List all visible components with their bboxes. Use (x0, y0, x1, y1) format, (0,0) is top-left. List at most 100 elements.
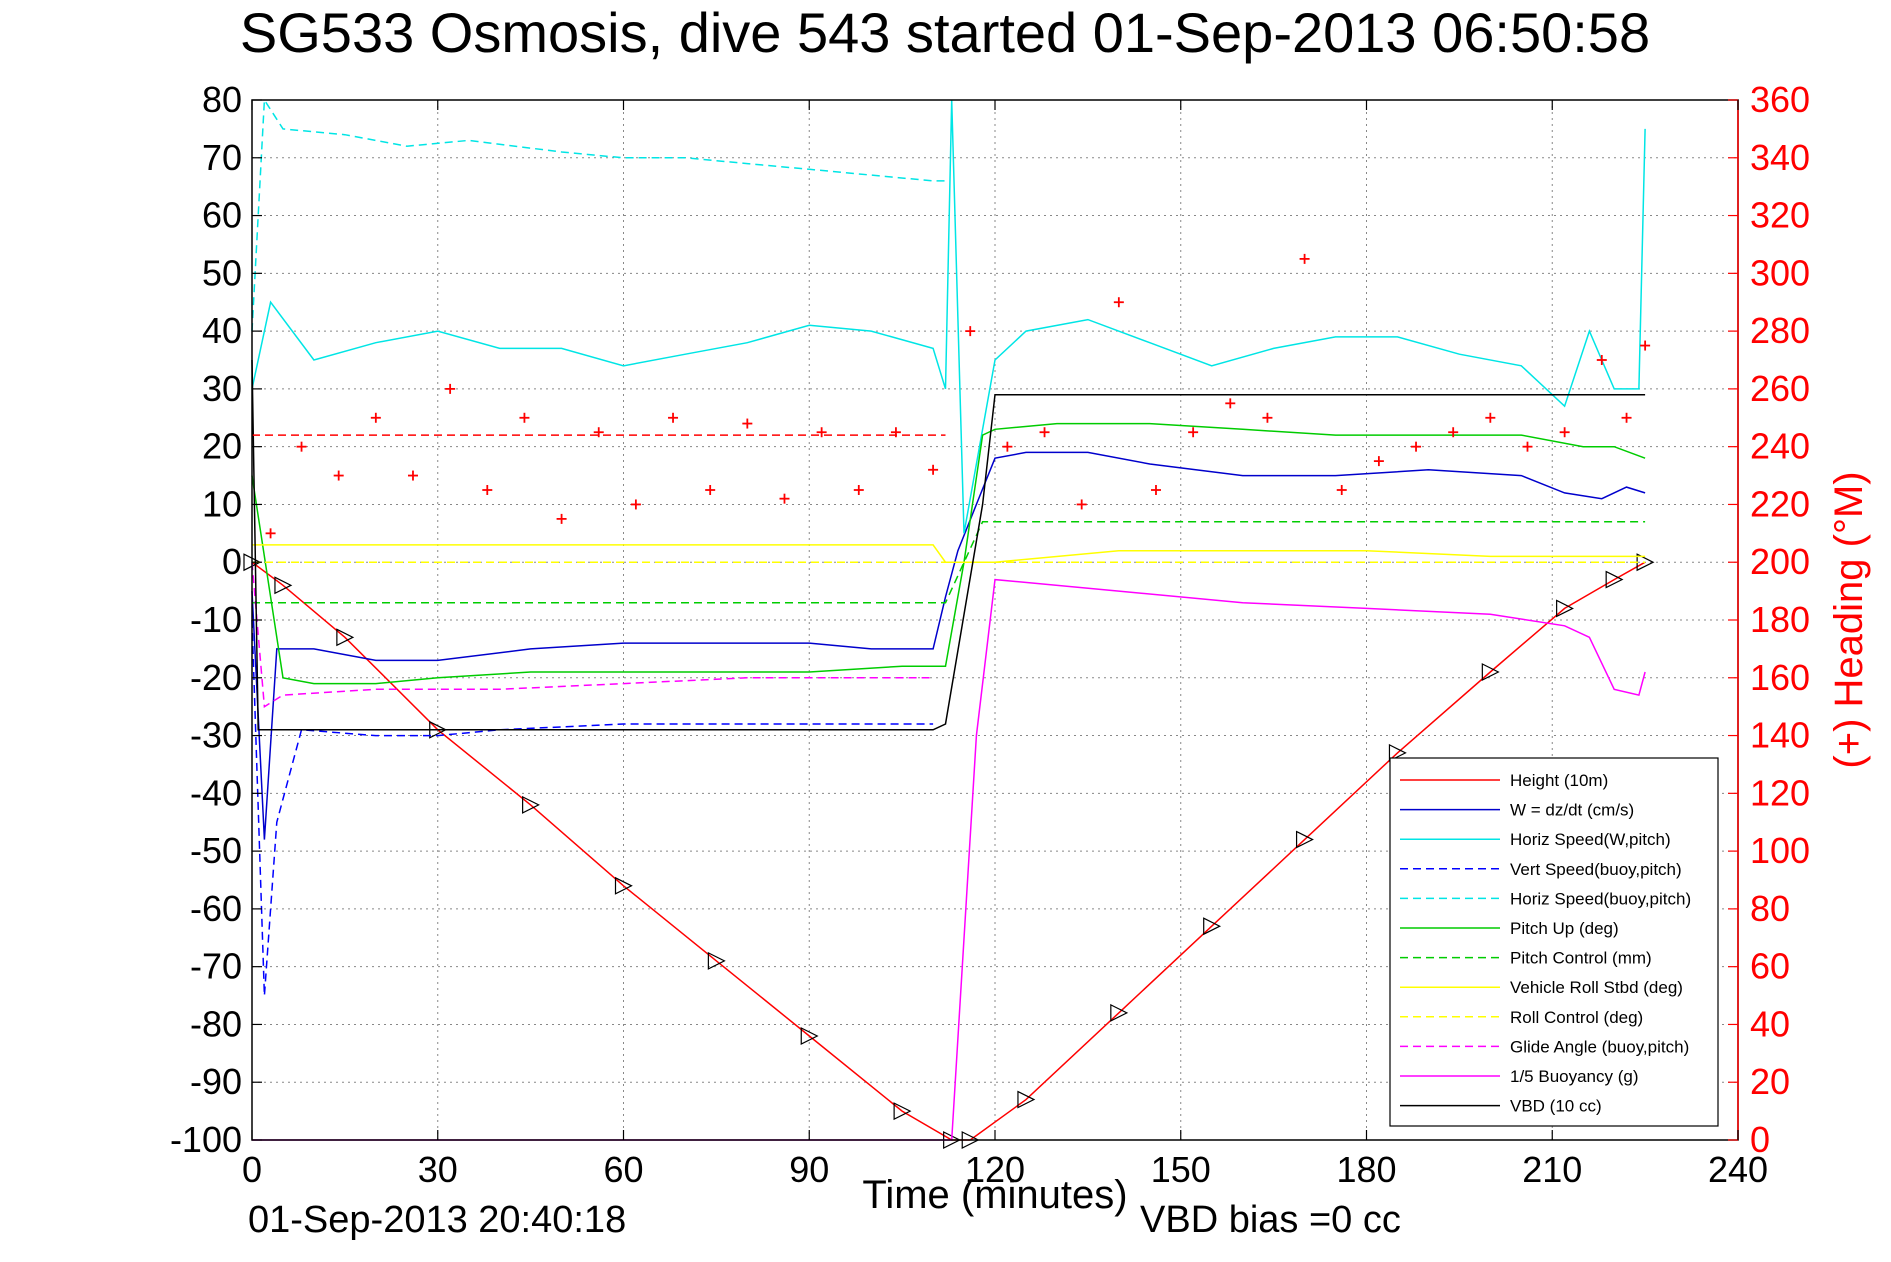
heading-marker (668, 412, 679, 423)
y-tick-label: -100 (170, 1119, 242, 1160)
heading-marker (407, 470, 418, 481)
legend-label: Horiz Speed(W,pitch) (1510, 830, 1671, 849)
y2-tick-label: 320 (1750, 195, 1810, 236)
heading-marker (1336, 485, 1347, 495)
legend-item: VBD (10 cc) (1400, 1097, 1602, 1116)
legend-label: Vert Speed(buoy,pitch) (1510, 860, 1682, 879)
series-line (252, 544, 1646, 563)
y-tick-label: -50 (190, 830, 242, 871)
y2-tick-label: 40 (1750, 1003, 1790, 1044)
heading-marker (853, 485, 864, 495)
series-line (251, 359, 1646, 731)
x-tick-label: 90 (789, 1149, 829, 1190)
legend-label: Horiz Speed(buoy,pitch) (1510, 889, 1691, 908)
height-marker (274, 576, 293, 595)
y-tick-label: -40 (190, 772, 242, 813)
heading-marker (965, 326, 976, 337)
legend-item: W = dz/dt (cm/s) (1400, 801, 1634, 820)
y2-axis-label: (+) Heading (°M) (1827, 471, 1871, 768)
y-axis-right-ticks: 3603403203002802602402202001801601401201… (1728, 79, 1810, 1160)
y-tick-label: 50 (202, 252, 242, 293)
x-axis-label: Time (minutes) (862, 1173, 1127, 1217)
height-marker (1203, 917, 1222, 936)
heading-marker (1150, 485, 1161, 495)
x-tick-label: 120 (965, 1149, 1025, 1190)
y-tick-label: -80 (190, 1003, 242, 1044)
y2-tick-label: 360 (1750, 79, 1810, 120)
y2-tick-label: 280 (1750, 310, 1810, 351)
height-marker (1556, 599, 1574, 618)
x-tick-label: 210 (1522, 1149, 1582, 1190)
y2-tick-label: 20 (1750, 1061, 1790, 1102)
height-marker (893, 1102, 912, 1121)
legend-label: VBD (10 cc) (1510, 1097, 1602, 1116)
y-tick-label: 20 (202, 426, 242, 467)
legend-item: Height (10m) (1400, 771, 1608, 790)
y2-tick-label: 100 (1750, 830, 1810, 871)
heading-marker (445, 383, 456, 394)
legend-item: Pitch Up (deg) (1400, 919, 1619, 938)
series-line (251, 562, 934, 708)
heading-marker (1596, 355, 1607, 365)
legend-item: Pitch Control (mm) (1400, 949, 1652, 968)
y2-tick-label: 160 (1750, 657, 1810, 698)
height-marker (336, 628, 355, 647)
heading-marker (1113, 297, 1124, 308)
heading-marker (1411, 441, 1422, 452)
y2-tick-label: 220 (1750, 483, 1810, 524)
heading-marker (593, 427, 604, 438)
legend-label: Height (10m) (1510, 771, 1608, 790)
heading-marker (1559, 427, 1570, 438)
height-marker (800, 1027, 819, 1045)
legend-item: Glide Angle (buoy,pitch) (1400, 1037, 1689, 1056)
height-marker (1295, 830, 1314, 849)
series-line (251, 619, 934, 996)
height-marker (614, 876, 633, 895)
y2-tick-label: 60 (1750, 946, 1790, 987)
legend-item: Vehicle Roll Stbd (deg) (1400, 978, 1683, 997)
height-marker (1017, 1090, 1036, 1109)
legend-box (1389, 757, 1719, 1127)
heading-marker (333, 470, 344, 481)
heading-marker (556, 513, 567, 524)
height-marker (1110, 1003, 1129, 1022)
heading-marker (519, 412, 530, 423)
y2-tick-label: 200 (1750, 541, 1810, 582)
heading-marker (1002, 441, 1013, 452)
legend-item: 1/5 Buoyancy (g) (1400, 1067, 1639, 1086)
legend-label: Glide Angle (buoy,pitch) (1510, 1037, 1689, 1056)
legend-label: 1/5 Buoyancy (g) (1510, 1067, 1639, 1086)
y2-tick-label: 240 (1750, 426, 1810, 467)
y-tick-label: -90 (190, 1061, 242, 1102)
legend-item: Roll Control (deg) (1400, 1008, 1643, 1027)
y-tick-label: -20 (190, 657, 242, 698)
y-tick-label: -10 (190, 599, 242, 640)
y-tick-label: -60 (190, 888, 242, 929)
legend-label: Pitch Control (mm) (1510, 949, 1652, 968)
legend-item: Horiz Speed(W,pitch) (1400, 830, 1671, 849)
y-tick-label: 10 (202, 483, 242, 524)
series-line (251, 97, 946, 332)
heading-marker (370, 412, 381, 423)
series-line (251, 99, 1646, 534)
y-tick-label: 0 (222, 541, 242, 582)
heading-marker (1621, 412, 1632, 423)
heading-marker (630, 499, 641, 510)
legend-label: Roll Control (deg) (1510, 1008, 1643, 1027)
heading-marker (1640, 340, 1651, 351)
footer-vbd-bias: VBD bias =0 cc (1140, 1199, 1401, 1241)
y2-tick-label: 140 (1750, 715, 1810, 756)
legend-item: Horiz Speed(buoy,pitch) (1400, 889, 1691, 908)
legend-item: Vert Speed(buoy,pitch) (1400, 860, 1682, 879)
y-tick-label: 80 (202, 79, 242, 120)
height-marker (1481, 663, 1500, 681)
heading-marker (816, 427, 827, 438)
y-axis-left-ticks: 80 70 60 50 40 30 20 10 0 -10 -20 -30 -40 -50 -60 -70 -8… (170, 79, 262, 1160)
heading-marker (928, 464, 939, 475)
x-tick-label: 60 (603, 1149, 643, 1190)
series-line (251, 451, 1646, 840)
x-tick-label: 150 (1151, 1149, 1211, 1190)
footer-timestamp: 01-Sep-2013 20:40:18 (248, 1199, 626, 1241)
x-tick-label: 240 (1708, 1149, 1768, 1190)
